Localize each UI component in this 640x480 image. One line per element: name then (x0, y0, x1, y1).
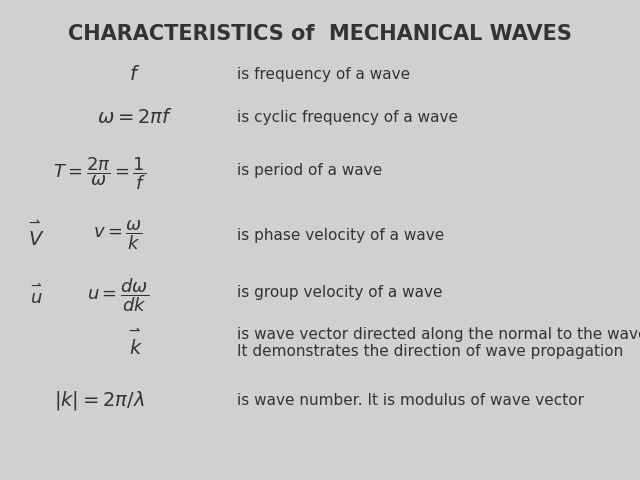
Text: is wave vector directed along the normal to the wave surface.
It demonstrates th: is wave vector directed along the normal… (237, 327, 640, 360)
Text: $|k| = 2\pi/\lambda$: $|k| = 2\pi/\lambda$ (54, 389, 145, 412)
Text: is phase velocity of a wave: is phase velocity of a wave (237, 228, 444, 243)
Text: $v = \dfrac{\omega}{k}$: $v = \dfrac{\omega}{k}$ (93, 218, 143, 252)
Text: is wave number. It is modulus of wave vector: is wave number. It is modulus of wave ve… (237, 393, 584, 408)
Text: $u = \dfrac{d\omega}{dk}$: $u = \dfrac{d\omega}{dk}$ (88, 276, 149, 314)
Text: is group velocity of a wave: is group velocity of a wave (237, 285, 442, 300)
Text: $f$: $f$ (129, 65, 140, 84)
Text: is frequency of a wave: is frequency of a wave (237, 67, 410, 82)
Text: is cyclic frequency of a wave: is cyclic frequency of a wave (237, 110, 458, 125)
Text: $\overset{\rightharpoonup}{u}$: $\overset{\rightharpoonup}{u}$ (28, 283, 42, 308)
Text: $\overset{\rightharpoonup}{V}$: $\overset{\rightharpoonup}{V}$ (26, 220, 44, 250)
Text: CHARACTERISTICS of  MECHANICAL WAVES: CHARACTERISTICS of MECHANICAL WAVES (68, 24, 572, 44)
Text: $\overset{\rightharpoonup}{k}$: $\overset{\rightharpoonup}{k}$ (126, 328, 143, 359)
Text: $\omega = 2\pi f$: $\omega = 2\pi f$ (97, 108, 172, 127)
Text: $T = \dfrac{2\pi}{\omega} = \dfrac{1}{f}$: $T = \dfrac{2\pi}{\omega} = \dfrac{1}{f}… (52, 156, 146, 192)
Text: is period of a wave: is period of a wave (237, 163, 382, 178)
